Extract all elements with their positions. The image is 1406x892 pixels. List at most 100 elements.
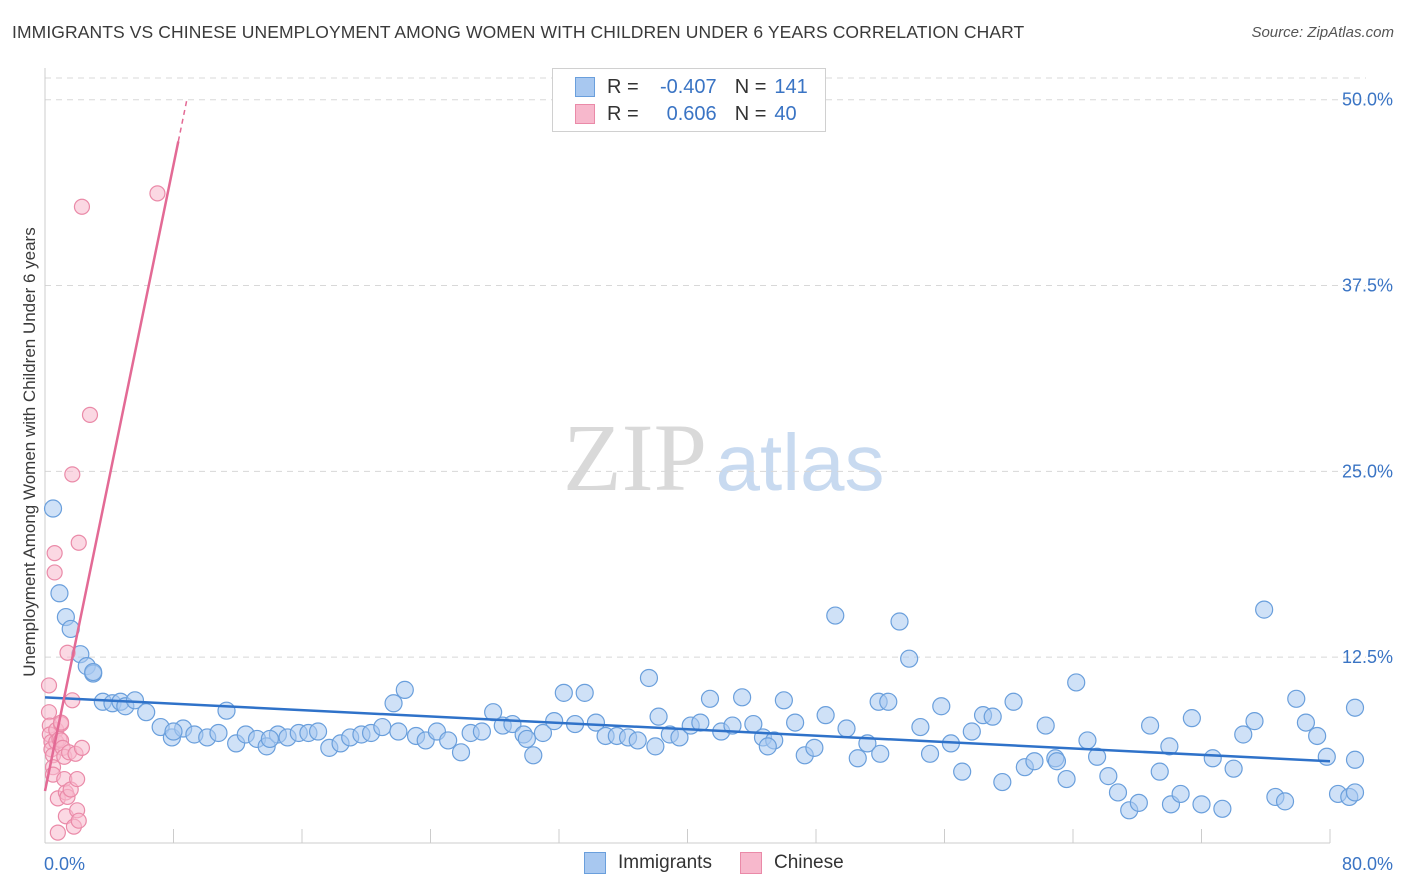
immigrants-point	[1036, 716, 1055, 735]
immigrants-point	[164, 722, 183, 741]
immigrants-point	[1345, 698, 1365, 717]
immigrants-point	[1213, 799, 1232, 818]
x-tick-label-min: 0.0%	[44, 854, 85, 874]
immigrants-point	[879, 692, 898, 711]
immigrants-point	[524, 746, 543, 765]
immigrants-point	[1317, 747, 1336, 766]
legend-item-chinese[interactable]: Chinese	[739, 852, 844, 874]
immigrants-point	[137, 703, 156, 722]
immigrants-n-value: 141	[774, 75, 808, 98]
correlation-legend: R = -0.407 N = 141 R = 0.606 N = 40	[552, 68, 826, 132]
immigrants-point	[993, 772, 1012, 792]
immigrants-point	[1129, 793, 1148, 812]
legend-row-chinese: R = 0.606 N = 40	[575, 102, 797, 126]
immigrants-point	[646, 737, 665, 756]
immigrants-point	[848, 749, 867, 768]
immigrants-point	[1057, 769, 1076, 789]
chinese-point	[149, 185, 166, 202]
immigrants-point	[1067, 673, 1086, 692]
immigrants-point	[733, 688, 752, 707]
immigrants-point	[1140, 716, 1160, 735]
immigrants-point	[1192, 795, 1211, 814]
immigrants-swatch	[575, 77, 595, 97]
series-legend: Immigrants Chinese	[584, 852, 872, 874]
chinese-point	[70, 812, 87, 829]
chinese-point	[69, 770, 86, 788]
watermark-atlas: atlas	[716, 418, 885, 507]
legend-item-immigrants[interactable]: Immigrants	[584, 852, 712, 874]
chinese-point	[81, 406, 99, 423]
immigrants-point	[1224, 759, 1243, 778]
y-tick-label: 37.5%	[1342, 276, 1393, 296]
legend-n-label: N =	[734, 102, 767, 125]
immigrants-point	[932, 697, 951, 716]
chart-title: IMMIGRANTS VS CHINESE UNEMPLOYMENT AMONG…	[12, 22, 1025, 42]
immigrants-point	[517, 729, 536, 749]
immigrants-point	[84, 662, 103, 682]
immigrants-point	[1150, 762, 1169, 781]
chinese-point	[49, 824, 66, 841]
chinese-swatch	[575, 104, 595, 124]
immigrants-point	[1203, 749, 1222, 768]
chinese-swatch	[739, 852, 762, 874]
chinese-point	[40, 704, 58, 721]
y-tick-label: 50.0%	[1342, 90, 1393, 110]
chart-source: Source: ZipAtlas.com	[1251, 24, 1394, 41]
chinese-n-value: 40	[774, 102, 797, 125]
immigrants-swatch	[584, 852, 606, 874]
legend-n-label: N =	[734, 75, 767, 98]
immigrants-point	[260, 729, 279, 749]
chinese-r-value: 0.606	[666, 102, 717, 125]
chinese-point	[73, 198, 91, 215]
immigrants-point	[826, 606, 845, 625]
immigrants-point	[1182, 709, 1201, 728]
chinese-point	[46, 545, 63, 562]
immigrants-point	[1245, 712, 1264, 731]
immigrants-point	[1308, 726, 1327, 746]
chinese-point	[46, 564, 63, 581]
chinese-trend-line	[43, 141, 180, 792]
immigrants-point	[1047, 752, 1067, 771]
legend-r-label: R =	[607, 75, 639, 98]
immigrants-point	[209, 723, 228, 743]
immigrants-point	[649, 707, 668, 726]
y-tick-label: 12.5%	[1342, 647, 1393, 667]
immigrants-point	[1078, 731, 1097, 750]
chinese-point	[64, 466, 81, 483]
immigrants-point	[575, 683, 594, 702]
immigrants-point	[1234, 725, 1253, 744]
immigrants-point	[308, 722, 328, 741]
immigrants-point	[837, 719, 856, 738]
immigrants-point	[786, 713, 805, 732]
immigrants-point	[1099, 767, 1118, 786]
immigrants-point	[586, 713, 606, 732]
immigrants-point	[1087, 747, 1107, 766]
immigrants-point	[805, 738, 824, 757]
immigrants-point	[983, 707, 1002, 726]
immigrants-point	[533, 723, 553, 743]
immigrants-point	[43, 499, 63, 518]
immigrants-point	[1296, 713, 1316, 732]
immigrants-legend-label: Immigrants	[618, 852, 712, 873]
immigrants-point	[962, 722, 981, 741]
immigrants-point	[758, 737, 777, 756]
immigrants-r-value: -0.407	[659, 75, 717, 98]
immigrants-point	[723, 716, 742, 735]
immigrants-point	[395, 680, 414, 699]
immigrants-point	[373, 717, 392, 737]
chinese-point	[59, 644, 76, 661]
immigrants-trend-line	[44, 696, 1331, 763]
chinese-point	[70, 534, 87, 551]
immigrants-point	[628, 731, 647, 750]
chinese-legend-label: Chinese	[773, 852, 844, 873]
immigrants-point	[639, 668, 659, 688]
immigrants-point	[1108, 783, 1128, 802]
immigrants-point	[389, 722, 408, 741]
immigrants-point	[1345, 750, 1365, 769]
immigrants-point	[900, 649, 919, 668]
immigrants-point	[50, 584, 69, 603]
x-tick-label-max: 80.0%	[1342, 854, 1393, 874]
immigrants-point	[1171, 784, 1190, 804]
immigrants-point	[384, 694, 403, 713]
